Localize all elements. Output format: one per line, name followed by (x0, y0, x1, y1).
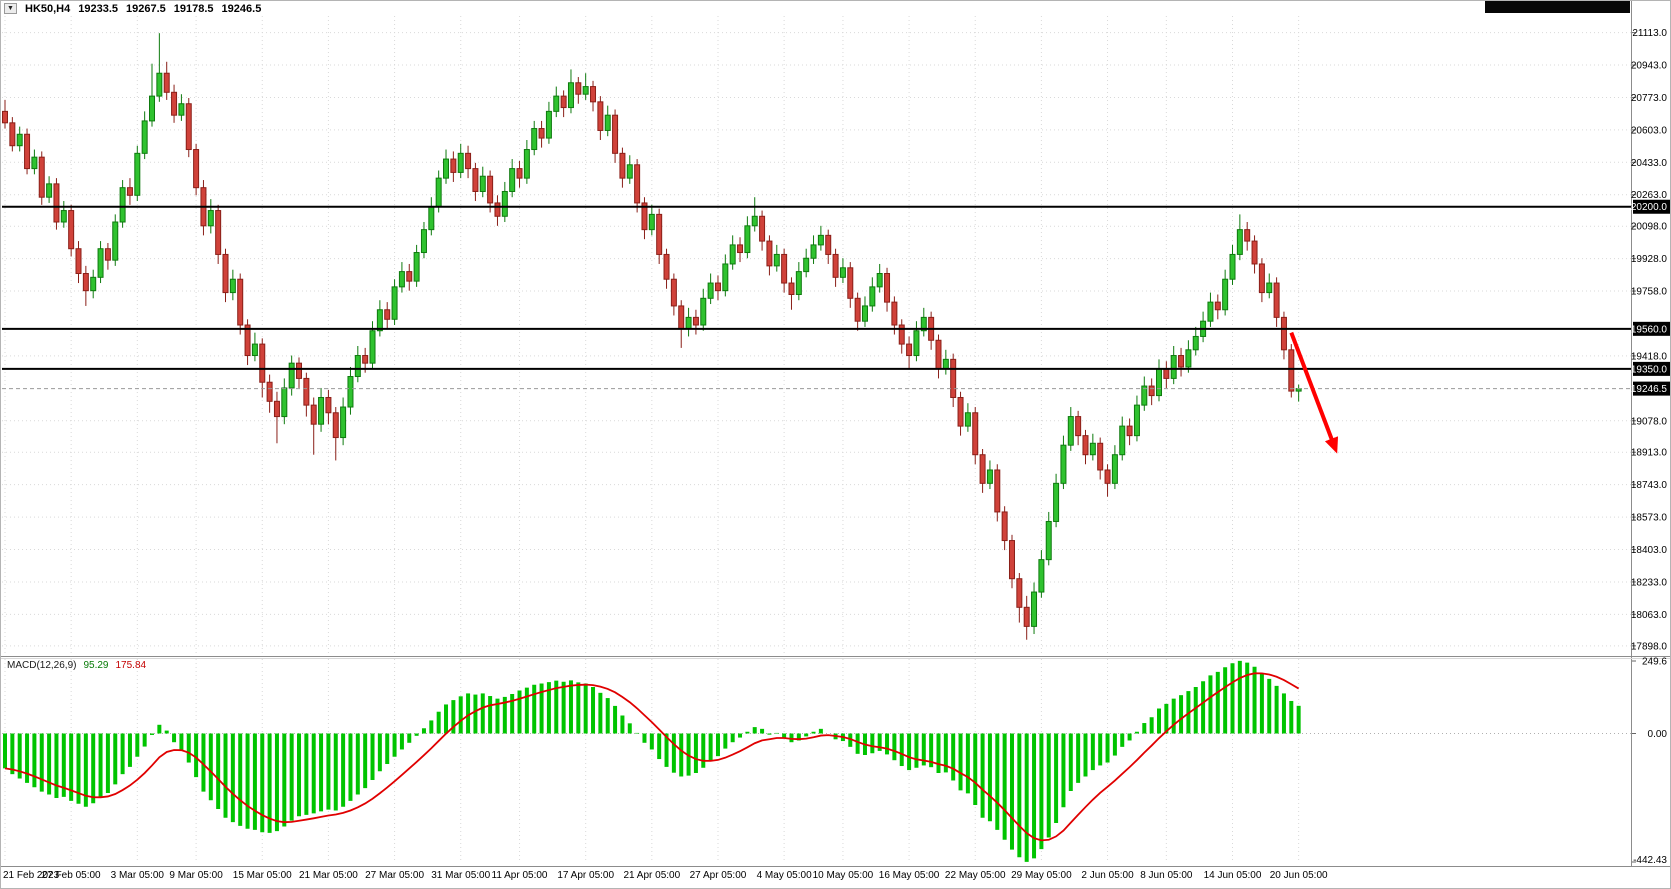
svg-text:19246.5: 19246.5 (1631, 384, 1668, 395)
svg-text:18743.0: 18743.0 (1631, 480, 1668, 491)
symbol-dropdown-icon[interactable]: ▼ (4, 3, 17, 14)
svg-text:20773.0: 20773.0 (1631, 93, 1668, 104)
candlestick-series (2, 33, 1302, 640)
svg-text:29 May 05:00: 29 May 05:00 (1011, 870, 1072, 881)
trend-arrow[interactable] (1289, 331, 1339, 454)
svg-text:20200.0: 20200.0 (1631, 202, 1668, 213)
svg-text:19758.0: 19758.0 (1631, 287, 1668, 298)
svg-text:0.00: 0.00 (1648, 729, 1668, 740)
svg-text:19350.0: 19350.0 (1631, 364, 1668, 375)
svg-text:18573.0: 18573.0 (1631, 513, 1668, 524)
svg-text:19928.0: 19928.0 (1631, 254, 1668, 265)
axis-column-bg (1632, 1, 1670, 888)
svg-text:10 May 05:00: 10 May 05:00 (813, 870, 874, 881)
svg-text:11 Apr 05:00: 11 Apr 05:00 (492, 870, 548, 881)
svg-text:18913.0: 18913.0 (1631, 448, 1668, 459)
svg-text:16 May 05:00: 16 May 05:00 (879, 870, 940, 881)
svg-text:19418.0: 19418.0 (1631, 351, 1668, 362)
top-right-black-bar (1485, 1, 1630, 13)
svg-text:18063.0: 18063.0 (1631, 610, 1668, 621)
svg-text:19560.0: 19560.0 (1631, 324, 1668, 335)
current-price-label: 19246.5 (1631, 381, 1670, 396)
macd-axis[interactable]: 249.6 0.00 -442.43 (1632, 657, 1667, 867)
svg-text:18233.0: 18233.0 (1631, 577, 1668, 588)
ohlc-close: 19246.5 (221, 2, 262, 15)
macd-name: MACD(12,26,9) (7, 660, 77, 671)
svg-text:8 Jun 05:00: 8 Jun 05:00 (1140, 870, 1193, 881)
svg-text:22 May 05:00: 22 May 05:00 (945, 870, 1006, 881)
price-axis[interactable]: 21113.0 20943.0 20773.0 20603.0 20433.0 20263… (1631, 28, 1668, 652)
svg-text:21 Mar 05:00: 21 Mar 05:00 (299, 870, 358, 881)
ohlc-low: 19178.5 (173, 2, 214, 15)
svg-text:27 Feb 05:00: 27 Feb 05:00 (42, 870, 101, 881)
level-price-label: 20200.0 (1631, 199, 1670, 214)
svg-text:20433.0: 20433.0 (1631, 158, 1668, 169)
level-price-label: 19350.0 (1631, 361, 1670, 376)
svg-text:4 May 05:00: 4 May 05:00 (757, 870, 812, 881)
svg-text:21 Feb 2023: 21 Feb 2023 (3, 870, 60, 881)
svg-text:14 Jun 05:00: 14 Jun 05:00 (1204, 870, 1262, 881)
svg-text:20603.0: 20603.0 (1631, 125, 1668, 136)
svg-text:20943.0: 20943.0 (1631, 61, 1668, 72)
macd-signal-line (4, 672, 1300, 842)
svg-text:17898.0: 17898.0 (1631, 641, 1668, 652)
svg-text:17 Apr 05:00: 17 Apr 05:00 (557, 870, 614, 881)
macd-main-value: 95.29 (83, 660, 109, 671)
svg-text:20098.0: 20098.0 (1631, 222, 1668, 233)
svg-text:15 Mar 05:00: 15 Mar 05:00 (233, 870, 292, 881)
chart-title-bar: ▼ HK50,H4 19233.5 19267.5 19178.5 19246.… (4, 2, 261, 15)
support-resistance-lines[interactable] (2, 205, 1631, 370)
macd-signal-value: 175.84 (115, 660, 147, 671)
svg-text:19078.0: 19078.0 (1631, 416, 1668, 427)
svg-text:31 Mar 05:00: 31 Mar 05:00 (431, 870, 490, 881)
svg-text:18403.0: 18403.0 (1631, 545, 1668, 556)
svg-text:20 Jun 05:00: 20 Jun 05:00 (1270, 870, 1328, 881)
svg-text:-442.43: -442.43 (1633, 855, 1667, 866)
svg-text:27 Mar 05:00: 27 Mar 05:00 (365, 870, 424, 881)
macd-indicator-label: MACD(12,26,9) 95.29 175.84 (7, 660, 146, 671)
ohlc-high: 19267.5 (126, 2, 166, 15)
svg-text:21 Apr 05:00: 21 Apr 05:00 (623, 870, 680, 881)
symbol-period-label: HK50,H4 (25, 2, 71, 15)
svg-text:249.6: 249.6 (1642, 657, 1667, 668)
svg-text:3 Mar 05:00: 3 Mar 05:00 (111, 870, 165, 881)
svg-text:20263.0: 20263.0 (1631, 190, 1668, 201)
svg-text:2 Jun 05:00: 2 Jun 05:00 (1081, 870, 1134, 881)
svg-text:21113.0: 21113.0 (1632, 28, 1667, 39)
level-price-label: 19560.0 (1631, 321, 1670, 336)
svg-text:27 Apr 05:00: 27 Apr 05:00 (690, 870, 747, 881)
ohlc-open: 19233.5 (78, 2, 119, 15)
svg-text:9 Mar 05:00: 9 Mar 05:00 (169, 870, 223, 881)
grid (2, 16, 1631, 862)
